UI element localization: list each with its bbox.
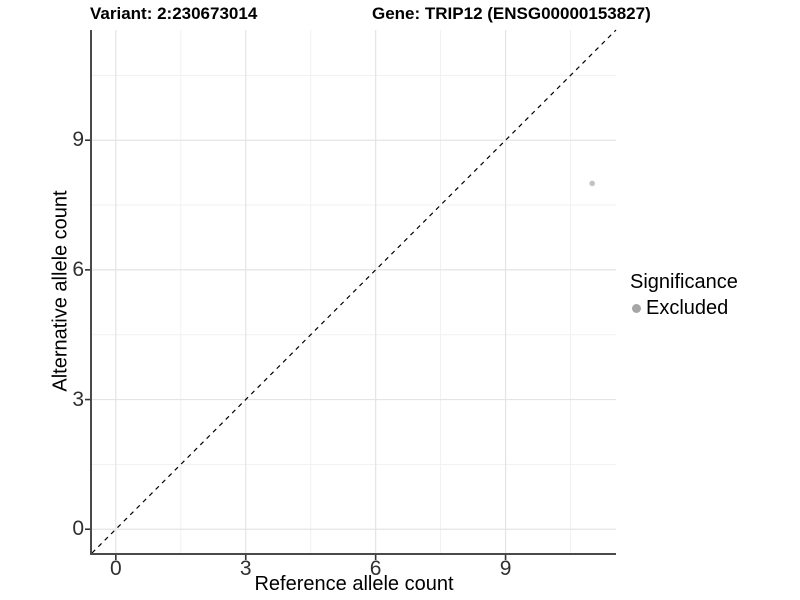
legend: Significance Excluded: [630, 271, 738, 320]
data-point-excluded[interactable]: [589, 180, 595, 187]
legend-item-label: Excluded: [646, 297, 729, 319]
x-tick-label-9: 9: [499, 557, 512, 580]
y-axis-title: Alternative allele count: [49, 190, 72, 392]
x-tick-label-6: 6: [369, 557, 382, 580]
legend-point-icon: [632, 304, 641, 313]
y-tick-label-0: 0: [72, 517, 84, 541]
legend-title: Significance: [630, 271, 738, 293]
legend-item-excluded[interactable]: Excluded: [630, 297, 738, 320]
identity-reference-line: [91, 29, 617, 554]
x-axis-title: Reference allele count: [254, 573, 454, 595]
plot-title-gene: Gene: TRIP12 (ENSG00000153827): [372, 4, 651, 23]
y-tick-label-6: 6: [72, 257, 84, 281]
x-tick-label-0: 0: [109, 557, 122, 580]
y-tick-label-9: 9: [72, 128, 84, 152]
plot-title-variant: Variant: 2:230673014: [90, 4, 258, 23]
x-tick-label-3: 3: [239, 557, 252, 580]
y-tick-label-3: 3: [72, 387, 84, 411]
